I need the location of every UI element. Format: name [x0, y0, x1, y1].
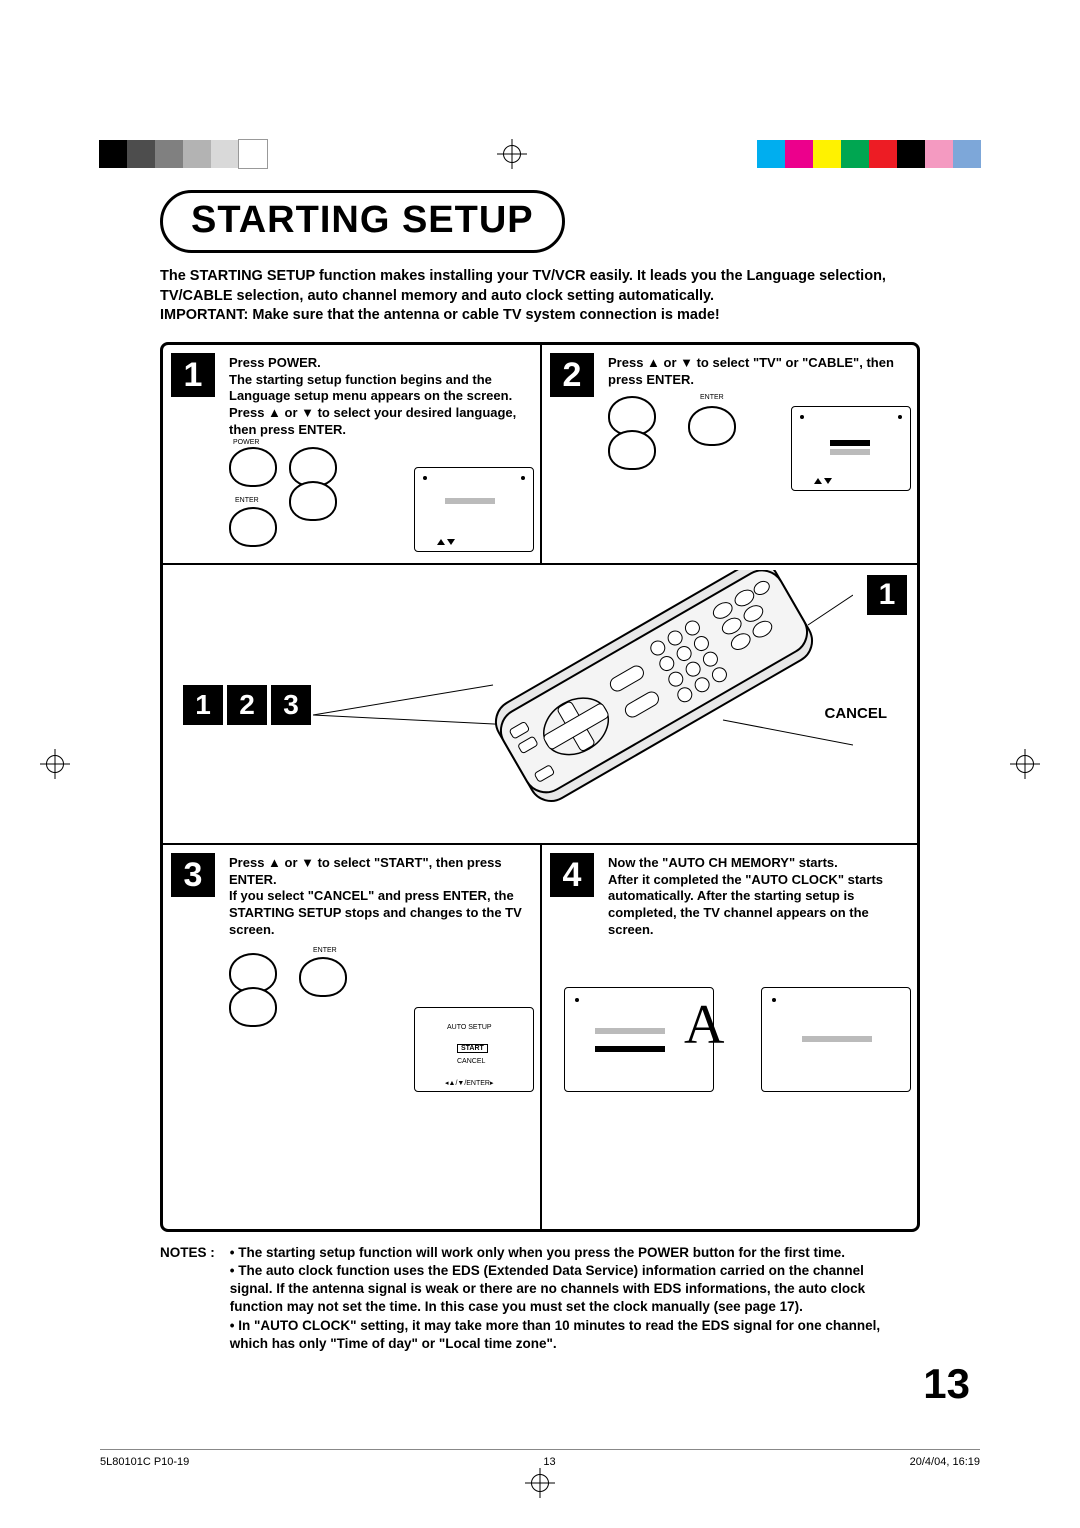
remote-control-icon	[413, 570, 853, 840]
step-numbers-group: 1 2 3	[183, 685, 311, 725]
footer-page: 13	[543, 1456, 555, 1468]
step-number: 3	[171, 853, 215, 897]
letter-a: A	[684, 993, 724, 1057]
crosshair-icon	[497, 139, 527, 169]
step-number: 4	[550, 853, 594, 897]
footer-timestamp: 20/4/04, 16:19	[910, 1456, 980, 1468]
cancel-label: CANCEL	[825, 705, 888, 722]
step-number: 2	[227, 685, 267, 725]
note-item: • In "AUTO CLOCK" setting, it may take m…	[230, 1318, 880, 1351]
notes-label: NOTES :	[160, 1244, 226, 1262]
step-2: 2 Press ▲ or ▼ to select "TV" or "CABLE"…	[540, 345, 917, 563]
screen-text: AUTO SETUP	[447, 1024, 492, 1031]
crosshair-icon	[525, 1468, 555, 1498]
notes-section: NOTES : • The starting setup function wi…	[160, 1244, 920, 1353]
step-number: 1	[183, 685, 223, 725]
step-number: 3	[271, 685, 311, 725]
step-1: 1 Press POWER. The starting setup functi…	[163, 345, 540, 563]
note-item: • The auto clock function uses the EDS (…	[230, 1263, 865, 1314]
enter-label: ENTER	[235, 497, 259, 504]
screen-hint: ◂▲/▼/ENTER▸	[445, 1079, 494, 1087]
crosshair-icon	[40, 749, 70, 779]
remote-diagram: 1 2 3	[163, 565, 917, 845]
screen-text: CANCEL	[457, 1058, 485, 1065]
footer-doc-id: 5L80101C P10-19	[100, 1456, 189, 1468]
intro-line: The STARTING SETUP function makes instal…	[160, 268, 886, 284]
setup-steps-box: 1 Press POWER. The starting setup functi…	[160, 342, 920, 1232]
step-text: Now the "AUTO CH MEMORY" starts. After i…	[608, 855, 905, 939]
power-label: POWER	[233, 439, 259, 446]
enter-label: ENTER	[313, 947, 337, 954]
tv-screen-icon: AUTO SETUP START CANCEL ◂▲/▼/ENTER▸	[414, 1007, 534, 1092]
step-illustration: A	[564, 947, 905, 1107]
screen-text: START	[457, 1044, 488, 1053]
tv-screen-icon	[791, 406, 911, 491]
step-number: 1	[171, 353, 215, 397]
step-4: 4 Now the "AUTO CH MEMORY" starts. After…	[540, 845, 917, 1229]
step-illustration: ENTER AUTO SETUP START CANCEL ◂▲/▼/ENTER…	[229, 947, 528, 1107]
tv-screen-icon	[414, 467, 534, 552]
enter-label: ENTER	[700, 394, 724, 401]
step-number: 2	[550, 353, 594, 397]
page-number: 13	[923, 1360, 970, 1408]
step-text: Press POWER. The starting setup function…	[229, 355, 528, 439]
step-3: 3 Press ▲ or ▼ to select "START", then p…	[163, 845, 540, 1229]
step-illustration: ENTER	[608, 396, 905, 506]
footer: 5L80101C P10-19 13 20/4/04, 16:19	[100, 1449, 980, 1468]
tv-screen-icon	[761, 987, 911, 1092]
registration-bars	[0, 140, 1080, 168]
step-text: Press ▲ or ▼ to select "START", then pre…	[229, 855, 528, 939]
step-illustration: POWER ENTER	[229, 447, 528, 557]
intro-line: IMPORTANT: Make sure that the antenna or…	[160, 307, 720, 323]
crosshair-icon	[1010, 749, 1040, 779]
intro-text: The STARTING SETUP function makes instal…	[160, 267, 920, 326]
note-item: • The starting setup function will work …	[230, 1245, 845, 1260]
intro-line: TV/CABLE selection, auto channel memory …	[160, 288, 714, 304]
page-title: STARTING SETUP	[160, 190, 565, 253]
step-number: 1	[867, 575, 907, 615]
step-text: Press ▲ or ▼ to select "TV" or "CABLE", …	[608, 355, 905, 389]
